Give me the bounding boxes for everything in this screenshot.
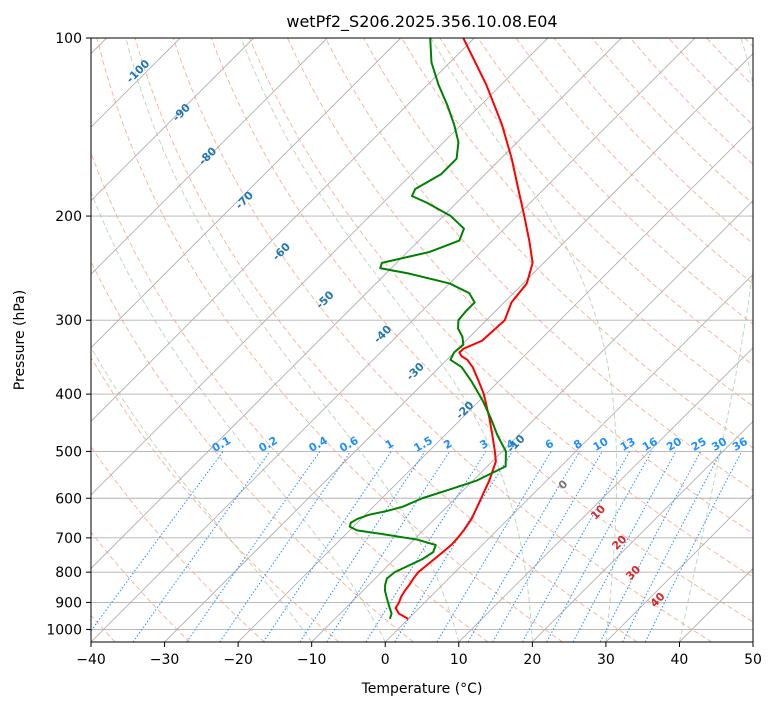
isotherm-line [91, 38, 549, 496]
moist-adiabat-line [91, 190, 386, 642]
temperature-trace [394, 38, 534, 620]
isotherm-line [91, 38, 328, 275]
mixing-ratio-line [263, 451, 392, 642]
chart-title: wetPf2_S206.2025.356.10.08.E04 [286, 12, 557, 32]
x-tick-label: −10 [297, 652, 327, 668]
y-tick-label: 500 [55, 444, 82, 460]
isotherm-line [91, 38, 696, 642]
moist-adiabat-line [240, 38, 533, 642]
isotherm-line [532, 420, 753, 642]
x-tick-label: 10 [450, 652, 468, 668]
x-tick-label: 30 [597, 652, 615, 668]
y-axis-title: Pressure (hPa) [12, 290, 28, 390]
isotherm-line [91, 38, 254, 202]
y-tick-label: 300 [55, 313, 82, 329]
mixing-ratio-line [394, 451, 513, 642]
y-tick-label: 200 [55, 209, 82, 225]
x-tick-label: −20 [223, 652, 253, 668]
y-tick-label: 1000 [46, 622, 82, 638]
dry-adiabat-line [91, 151, 489, 642]
dry-adiabat-line [515, 38, 753, 285]
mixing-ratio-line [572, 451, 677, 642]
y-tick-label: 900 [55, 595, 82, 611]
dry-adiabat-line [477, 38, 753, 325]
plot-frame [90, 37, 754, 643]
dry-adiabat-line [248, 38, 753, 578]
dry-adiabat-line [210, 38, 753, 623]
mixing-ratio-line [436, 451, 552, 642]
dry-adiabat-line [91, 531, 191, 642]
x-tick-label: 50 [744, 652, 762, 668]
y-tick-label: 800 [55, 565, 82, 581]
mixing-ratio-line [132, 451, 271, 642]
dry-adiabat-line [134, 38, 638, 642]
moist-adiabat-line [678, 38, 753, 642]
mixing-ratio-line [186, 451, 321, 642]
x-tick-label: 0 [381, 652, 390, 668]
moist-adiabat-line [125, 38, 460, 642]
moist-adiabat-line [91, 346, 313, 642]
x-tick-label: −30 [150, 652, 180, 668]
isotherm-line [384, 273, 753, 642]
mixing-ratio-line [299, 451, 426, 642]
isotherm-line [237, 126, 753, 642]
x-axis-title: Temperature (°C) [361, 681, 483, 697]
mixing-ratio-line [522, 451, 631, 642]
dry-adiabat-line [91, 260, 414, 642]
mixing-ratio-line [546, 451, 653, 642]
mixing-ratio-line [326, 451, 451, 642]
isotherm-line [91, 38, 402, 349]
isotherm-line [91, 38, 475, 422]
x-tick-label: −40 [76, 652, 106, 668]
dry-adiabat-line [401, 38, 753, 407]
dewpoint-trace [348, 38, 507, 620]
y-tick-label: 600 [55, 491, 82, 507]
moist-adiabat-line [430, 38, 618, 642]
dry-adiabat-line [96, 38, 563, 642]
y-tick-label: 100 [55, 31, 82, 47]
isotherm-line [91, 38, 622, 570]
x-tick-label: 20 [523, 652, 541, 668]
mixing-ratio-line [219, 451, 352, 642]
mixing-ratio-line [365, 451, 487, 642]
x-tick-label: 40 [671, 652, 689, 668]
dry-adiabat-line [91, 445, 265, 642]
isotherm-line [458, 347, 753, 642]
dry-adiabat-line [172, 38, 713, 642]
dry-adiabat-line [91, 356, 340, 642]
y-tick-label: 400 [55, 387, 82, 403]
mixing-ratio-line [467, 451, 581, 642]
isotherm-line [164, 52, 753, 642]
isotherm-line [605, 494, 753, 642]
y-tick-label: 700 [55, 531, 82, 547]
dry-adiabat-line [325, 38, 753, 491]
